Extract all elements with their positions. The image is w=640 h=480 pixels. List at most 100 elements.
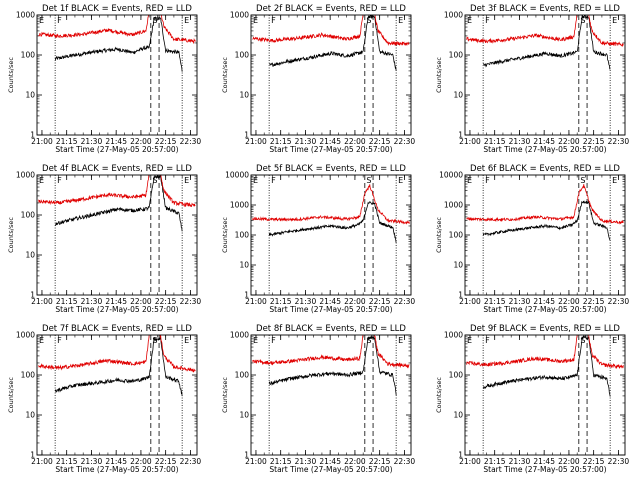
chart-panel-4: Det 4f BLACK = Events, RED = LLD 1 10 100 10… [7, 164, 201, 314]
y-axis-label: Counts/sec [7, 217, 15, 253]
x-tick-label: 21:30 [81, 297, 103, 306]
y-tick-label: 1 [30, 131, 35, 140]
plot-frame [250, 14, 412, 136]
y-tick-label: 1 [244, 451, 249, 460]
x-tick-label: 21:30 [509, 137, 531, 146]
x-tick-label: 22:00 [344, 297, 366, 306]
marker-middle: F [57, 176, 62, 185]
chart-title: Det 7f BLACK = Events, RED = LLD [42, 324, 192, 334]
x-tick-label: 22:30 [180, 137, 202, 146]
marker-left: E [39, 176, 44, 185]
y-axis-label: Counts/sec [435, 217, 443, 253]
marker-left: E [39, 336, 44, 345]
chart-panel-1: Det 1f BLACK = Events, RED = LLD 1 10 100 10… [7, 4, 202, 154]
events-series-line [268, 15, 397, 71]
x-axis-label: Start Time (27-May-05 20:57:00) [55, 465, 178, 474]
marker-left: E [467, 16, 472, 25]
x-tick-label: 22:00 [130, 137, 152, 146]
marker-right: E [398, 336, 403, 345]
x-tick-label: 22:30 [394, 297, 416, 306]
y-axis-label: Counts/sec [435, 377, 443, 413]
x-tick-label: 21:45 [105, 297, 127, 306]
x-tick-label: 21:15 [484, 137, 506, 146]
events-series-line [54, 16, 183, 72]
x-tick-label: 21:45 [319, 297, 341, 306]
x-tick-label: 21:15 [270, 137, 292, 146]
marker-middle: F [271, 176, 276, 185]
x-tick-label: 22:15 [155, 457, 177, 466]
y-tick-label: 1 [458, 451, 463, 460]
marker-left: E [253, 336, 258, 345]
y-tick-label: 1000 [444, 201, 463, 210]
marker-flare: S [366, 336, 371, 345]
x-tick-label: 22:00 [344, 457, 366, 466]
y-tick-label: 100 [21, 51, 36, 60]
x-tick-label: 21:15 [56, 297, 78, 306]
x-tick-label: 21:45 [105, 457, 127, 466]
x-tick-label: 21:15 [56, 137, 78, 146]
x-tick-label: 21:30 [295, 457, 317, 466]
lld-series-line [38, 335, 196, 373]
x-tick-label: 22:30 [608, 137, 630, 146]
chart-panel-5: Det 5f BLACK = Events, RED = LLD 1 10 100 10… [221, 164, 415, 314]
y-tick-label: 100 [235, 231, 250, 240]
chart-panel-9: Det 9f BLACK = Events, RED = LLD 1 10 100 10… [435, 324, 630, 474]
y-tick-label: 1000 [16, 11, 35, 20]
y-tick-label: 100 [449, 371, 464, 380]
marker-flare: S [580, 336, 585, 345]
chart-title: Det 3f BLACK = Events, RED = LLD [470, 4, 620, 14]
chart-panel-7: Det 7f BLACK = Events, RED = LLD 1 10 100 10… [7, 324, 201, 474]
x-tick-label: 22:15 [583, 137, 605, 146]
marker-flare: S [580, 176, 585, 185]
marker-right: E [398, 176, 403, 185]
y-tick-label: 1000 [16, 331, 35, 340]
marker-flare: S [580, 16, 585, 25]
marker-right: E [612, 336, 617, 345]
lld-series-line [252, 15, 410, 47]
x-tick-label: 21:15 [484, 297, 506, 306]
x-tick-label: 21:15 [270, 297, 292, 306]
x-tick-label: 22:00 [558, 457, 580, 466]
x-tick-label: 21:30 [509, 457, 531, 466]
y-axis-label: Counts/sec [435, 57, 443, 93]
x-tick-label: 21:45 [319, 457, 341, 466]
y-tick-label: 10 [453, 411, 463, 420]
y-tick-label: 1 [458, 291, 463, 300]
events-series-line [482, 335, 611, 397]
plot-frame [250, 334, 412, 456]
x-tick-label: 22:00 [344, 137, 366, 146]
chart-title: Det 9f BLACK = Events, RED = LLD [470, 324, 620, 334]
x-tick-label: 21:30 [295, 297, 317, 306]
x-tick-label: 21:30 [81, 137, 103, 146]
events-series-line [54, 175, 183, 232]
lld-series-line [38, 175, 196, 208]
x-tick-label: 22:15 [369, 457, 391, 466]
y-axis-label: Counts/sec [7, 377, 15, 413]
x-tick-label: 22:15 [369, 137, 391, 146]
marker-left: E [467, 176, 472, 185]
x-tick-label: 21:00 [245, 297, 267, 306]
marker-middle: F [485, 176, 490, 185]
y-tick-label: 10000 [439, 171, 463, 180]
plot-frame [250, 174, 412, 296]
marker-right: E [612, 16, 617, 25]
lld-series-line [252, 184, 410, 225]
chart-title: Det 4f BLACK = Events, RED = LLD [42, 164, 192, 174]
x-tick-label: 22:00 [130, 297, 152, 306]
marker-flare: S [366, 176, 371, 185]
x-tick-label: 22:15 [155, 137, 177, 146]
marker-right: E [184, 176, 189, 185]
plot-frame [464, 174, 626, 296]
x-tick-label: 22:30 [608, 457, 630, 466]
x-tick-label: 21:00 [31, 457, 53, 466]
marker-middle: F [485, 336, 490, 345]
marker-right: E [612, 176, 617, 185]
x-axis-label: Start Time (27-May-05 20:57:00) [269, 145, 392, 154]
lld-series-line [466, 184, 624, 225]
x-tick-label: 21:45 [533, 137, 555, 146]
x-tick-label: 21:00 [31, 137, 53, 146]
events-series-line [482, 15, 611, 70]
x-tick-label: 22:30 [608, 297, 630, 306]
y-tick-label: 10 [239, 91, 249, 100]
y-tick-label: 10000 [225, 171, 249, 180]
